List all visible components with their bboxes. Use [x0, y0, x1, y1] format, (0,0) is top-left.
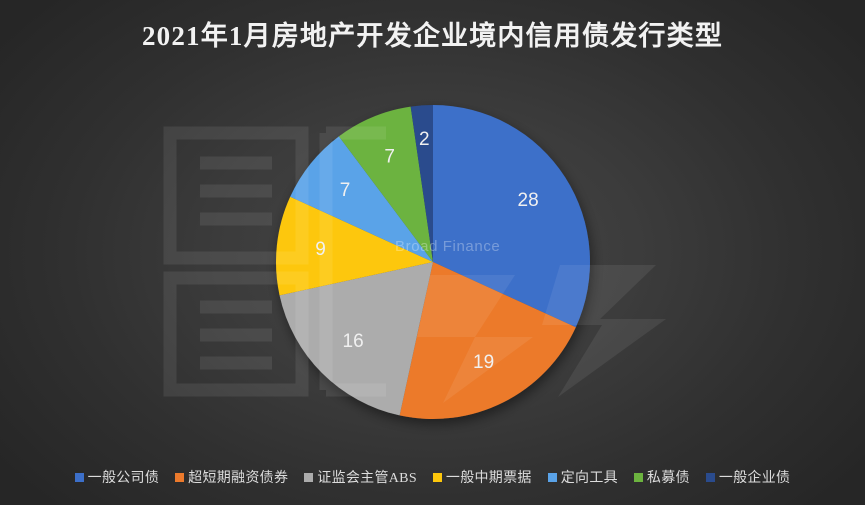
pie-value-labels-group: 28 19 16 9 7 7 2 — [315, 129, 538, 373]
legend-swatch-icon — [705, 472, 715, 482]
legend-item[interactable]: 一般中期票据 — [432, 467, 532, 487]
legend-swatch-icon — [74, 472, 84, 482]
pie-slice[interactable] — [276, 196, 433, 296]
legend-swatch-icon — [547, 472, 557, 482]
legend-item-label: 一般公司债 — [87, 471, 160, 486]
watermark-text: Broad Finance — [395, 238, 501, 255]
legend-item[interactable]: 一般公司债 — [74, 467, 160, 487]
legend-swatch-icon — [633, 472, 643, 482]
chart-title: 2021年1月房地产开发企业境内信用债发行类型 — [141, 21, 724, 51]
pie-slice[interactable] — [433, 105, 590, 328]
legend-item-label: 定向工具 — [560, 471, 618, 486]
pie-slice-value-label: 19 — [473, 352, 494, 373]
legend-item-label: 一般中期票据 — [445, 471, 532, 486]
pie-slice-value-label: 16 — [343, 331, 364, 352]
watermark-logo-icon — [163, 126, 666, 403]
pie-slice-value-label: 28 — [518, 190, 539, 211]
pie-slice-value-label: 7 — [340, 180, 351, 201]
legend-item-label: 证监会主管ABS — [317, 471, 417, 486]
pie-slice[interactable] — [290, 136, 433, 262]
pie-slice[interactable] — [410, 105, 433, 262]
pie-slice[interactable] — [279, 262, 433, 416]
legend-swatch-icon — [175, 472, 185, 482]
pie-slice-value-label: 2 — [419, 129, 430, 150]
pie-slice[interactable] — [399, 262, 576, 419]
legend-item-label: 超短期融资债券 — [188, 471, 289, 486]
legend-item[interactable]: 一般企业债 — [705, 467, 791, 487]
legend-item[interactable]: 超短期融资债券 — [175, 467, 288, 487]
legend-item[interactable]: 私募债 — [633, 467, 690, 487]
legend-item[interactable]: 证监会主管ABS — [304, 467, 417, 487]
pie-slice-value-label: 7 — [384, 147, 395, 168]
chart-legend: 一般公司债 超短期融资债券 证监会主管ABS 一般中期票据 定向工具 私募债 一般企业债 — [0, 467, 865, 487]
legend-item-label: 私募债 — [646, 471, 690, 486]
pie-slice[interactable] — [338, 106, 433, 262]
legend-swatch-icon — [304, 472, 314, 482]
legend-item-label: 一般企业债 — [718, 471, 791, 486]
pie-slice-value-label: 9 — [315, 239, 326, 260]
pie-slices-group — [276, 105, 590, 419]
legend-swatch-icon — [432, 472, 442, 482]
legend-item[interactable]: 定向工具 — [547, 467, 618, 487]
